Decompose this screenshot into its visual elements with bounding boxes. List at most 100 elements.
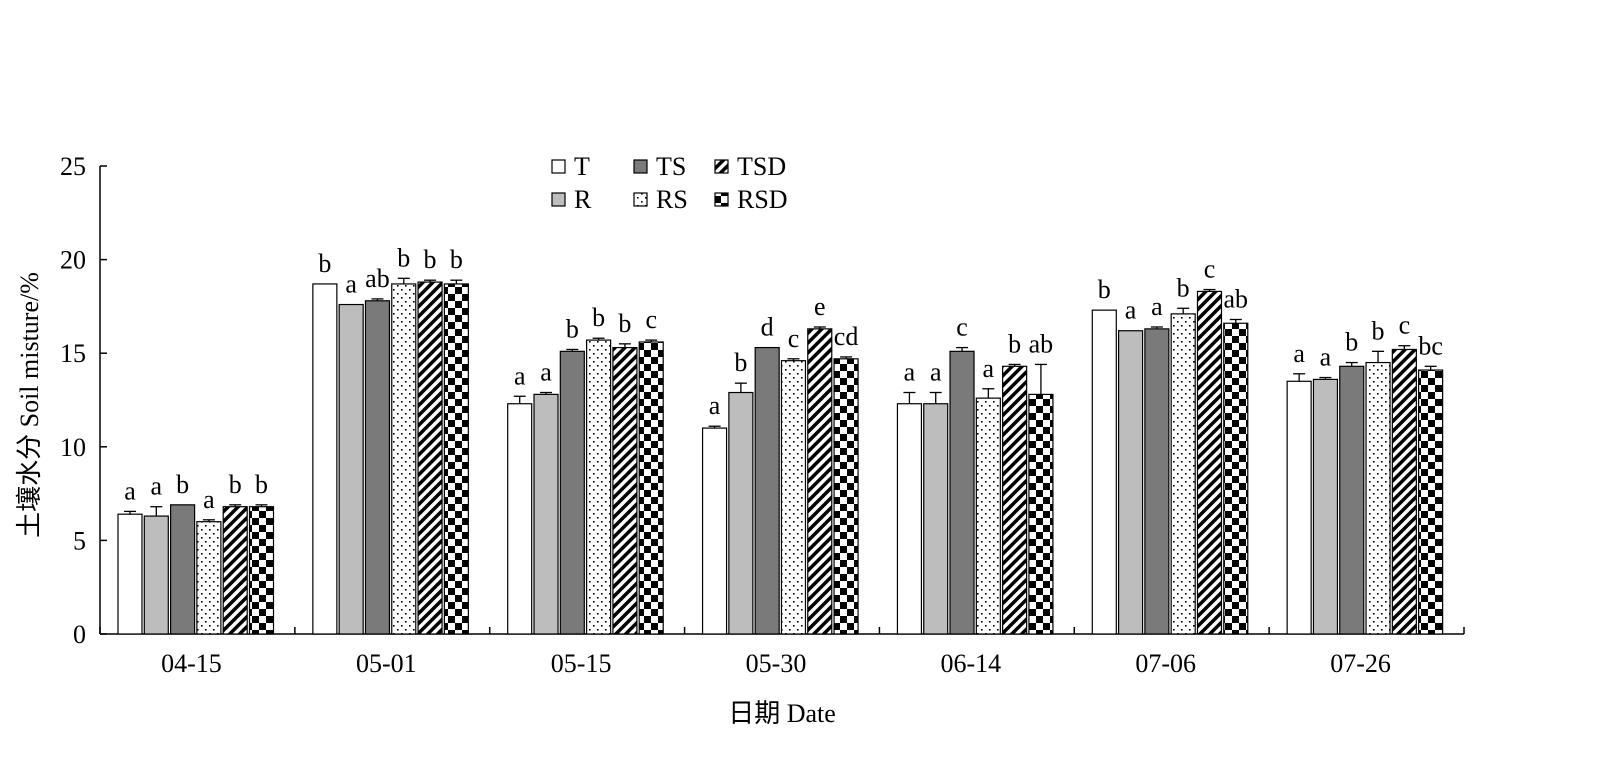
legend-swatch-t bbox=[551, 159, 566, 174]
bar-ts bbox=[364, 300, 391, 635]
significance-letter: a bbox=[151, 472, 163, 501]
bar-rsd bbox=[1418, 369, 1444, 635]
bar-rs bbox=[586, 339, 612, 635]
bar-rs bbox=[780, 360, 807, 635]
bar-rsd bbox=[833, 358, 859, 635]
bar-ts bbox=[949, 350, 975, 635]
bar-t bbox=[117, 513, 143, 635]
significance-letter: b bbox=[397, 243, 410, 272]
bar-t bbox=[507, 403, 533, 635]
bar-tsd bbox=[1196, 290, 1223, 635]
bar-r bbox=[923, 403, 949, 635]
significance-letter: b bbox=[618, 309, 631, 338]
bar-rsd bbox=[1028, 393, 1054, 635]
bar-rsd bbox=[443, 283, 469, 635]
significance-letter: c bbox=[956, 313, 968, 342]
bar-t bbox=[1286, 380, 1312, 635]
significance-letter: a bbox=[1293, 339, 1305, 368]
significance-letter: b bbox=[566, 314, 579, 343]
legend-swatch-tsd bbox=[714, 159, 729, 174]
bar-ts bbox=[1144, 328, 1170, 635]
y-tick-label: 15 bbox=[60, 339, 86, 368]
bar-t bbox=[1091, 309, 1117, 635]
significance-letter: ab bbox=[365, 264, 390, 293]
bar-r bbox=[728, 391, 754, 635]
y-tick-label: 20 bbox=[60, 246, 86, 275]
significance-letter: b bbox=[1372, 316, 1385, 345]
category-label: 05-30 bbox=[746, 649, 807, 678]
legend-label-ts: TS bbox=[656, 152, 686, 181]
legend-swatch-rsd bbox=[714, 192, 729, 207]
x-axis-title: 日期 Date bbox=[728, 699, 836, 728]
significance-letter: a bbox=[904, 358, 916, 387]
significance-letter: bc bbox=[1418, 331, 1443, 360]
significance-letter: a bbox=[203, 485, 215, 514]
legend-label-rs: RS bbox=[656, 185, 688, 214]
bar-rs bbox=[975, 397, 1001, 635]
category-label: 05-15 bbox=[551, 649, 612, 678]
significance-letter: a bbox=[983, 354, 995, 383]
significance-letter: a bbox=[540, 358, 552, 387]
legend-label-t: T bbox=[574, 152, 590, 181]
significance-letter: b bbox=[1345, 328, 1358, 357]
significance-letter: c bbox=[645, 305, 657, 334]
significance-letter: b bbox=[176, 470, 189, 499]
bar-t bbox=[312, 283, 338, 635]
significance-letter: b bbox=[592, 303, 605, 332]
bar-tsd bbox=[222, 506, 248, 635]
y-tick-label: 5 bbox=[73, 526, 86, 555]
significance-letter: b bbox=[318, 249, 331, 278]
bar-r bbox=[1312, 378, 1339, 635]
significance-letter: b bbox=[450, 245, 463, 274]
bar-tsd bbox=[612, 346, 638, 635]
significance-letter: a bbox=[514, 361, 526, 390]
significance-letter: ab bbox=[1224, 285, 1249, 314]
significance-letter: ab bbox=[1029, 329, 1054, 358]
bar-r bbox=[533, 393, 559, 635]
bar-r bbox=[1117, 330, 1144, 635]
category-label: 07-06 bbox=[1135, 649, 1196, 678]
significance-letter: c bbox=[1399, 311, 1411, 340]
x-ticks bbox=[99, 627, 1465, 634]
bar-rsd bbox=[1223, 322, 1249, 635]
legend-swatch-ts bbox=[633, 159, 648, 174]
significance-letter: a bbox=[1151, 292, 1163, 321]
legend-swatch-r bbox=[551, 192, 566, 207]
bar-r bbox=[143, 515, 169, 635]
significance-letter: c bbox=[1204, 255, 1216, 284]
bar-tsd bbox=[807, 328, 833, 635]
bar-ts bbox=[559, 350, 585, 635]
significance-letter: a bbox=[709, 391, 721, 420]
significance-letter: a bbox=[1125, 296, 1137, 325]
legend: T TS TSD R RS RSD bbox=[551, 152, 788, 214]
significance-letter: a bbox=[124, 476, 136, 505]
significance-letter: e bbox=[814, 292, 826, 321]
category-label: 06-14 bbox=[941, 649, 1002, 678]
bar-ts bbox=[170, 504, 196, 635]
bar-rs bbox=[196, 521, 222, 635]
significance-letter: a bbox=[930, 358, 942, 387]
category-label: 04-15 bbox=[161, 649, 222, 678]
significance-letter: c bbox=[788, 324, 800, 353]
significance-letter: a bbox=[345, 270, 357, 299]
bar-rs bbox=[391, 283, 417, 635]
category-labels: 04-15 05-01 05-15 05-30 06-14 07-06 07-26 bbox=[161, 649, 1391, 678]
significance-letter: a bbox=[1320, 343, 1332, 372]
bar-ts bbox=[754, 346, 780, 635]
significance-letter: b bbox=[424, 245, 437, 274]
significance-letter: b bbox=[734, 348, 747, 377]
bar-rsd bbox=[638, 341, 664, 635]
bar-r bbox=[338, 303, 364, 635]
significance-letter: b bbox=[1098, 275, 1111, 304]
bar-tsd bbox=[1391, 348, 1417, 635]
significance-letter: b bbox=[255, 470, 268, 499]
category-label: 05-01 bbox=[356, 649, 417, 678]
y-tick-label: 25 bbox=[60, 152, 86, 181]
y-tick-label: 0 bbox=[73, 620, 86, 649]
significance-letter: d bbox=[761, 313, 774, 342]
legend-label-tsd: TSD bbox=[737, 152, 786, 181]
significance-letter: b bbox=[1177, 273, 1190, 302]
bar-t bbox=[701, 427, 728, 635]
bar-rs bbox=[1365, 361, 1391, 635]
